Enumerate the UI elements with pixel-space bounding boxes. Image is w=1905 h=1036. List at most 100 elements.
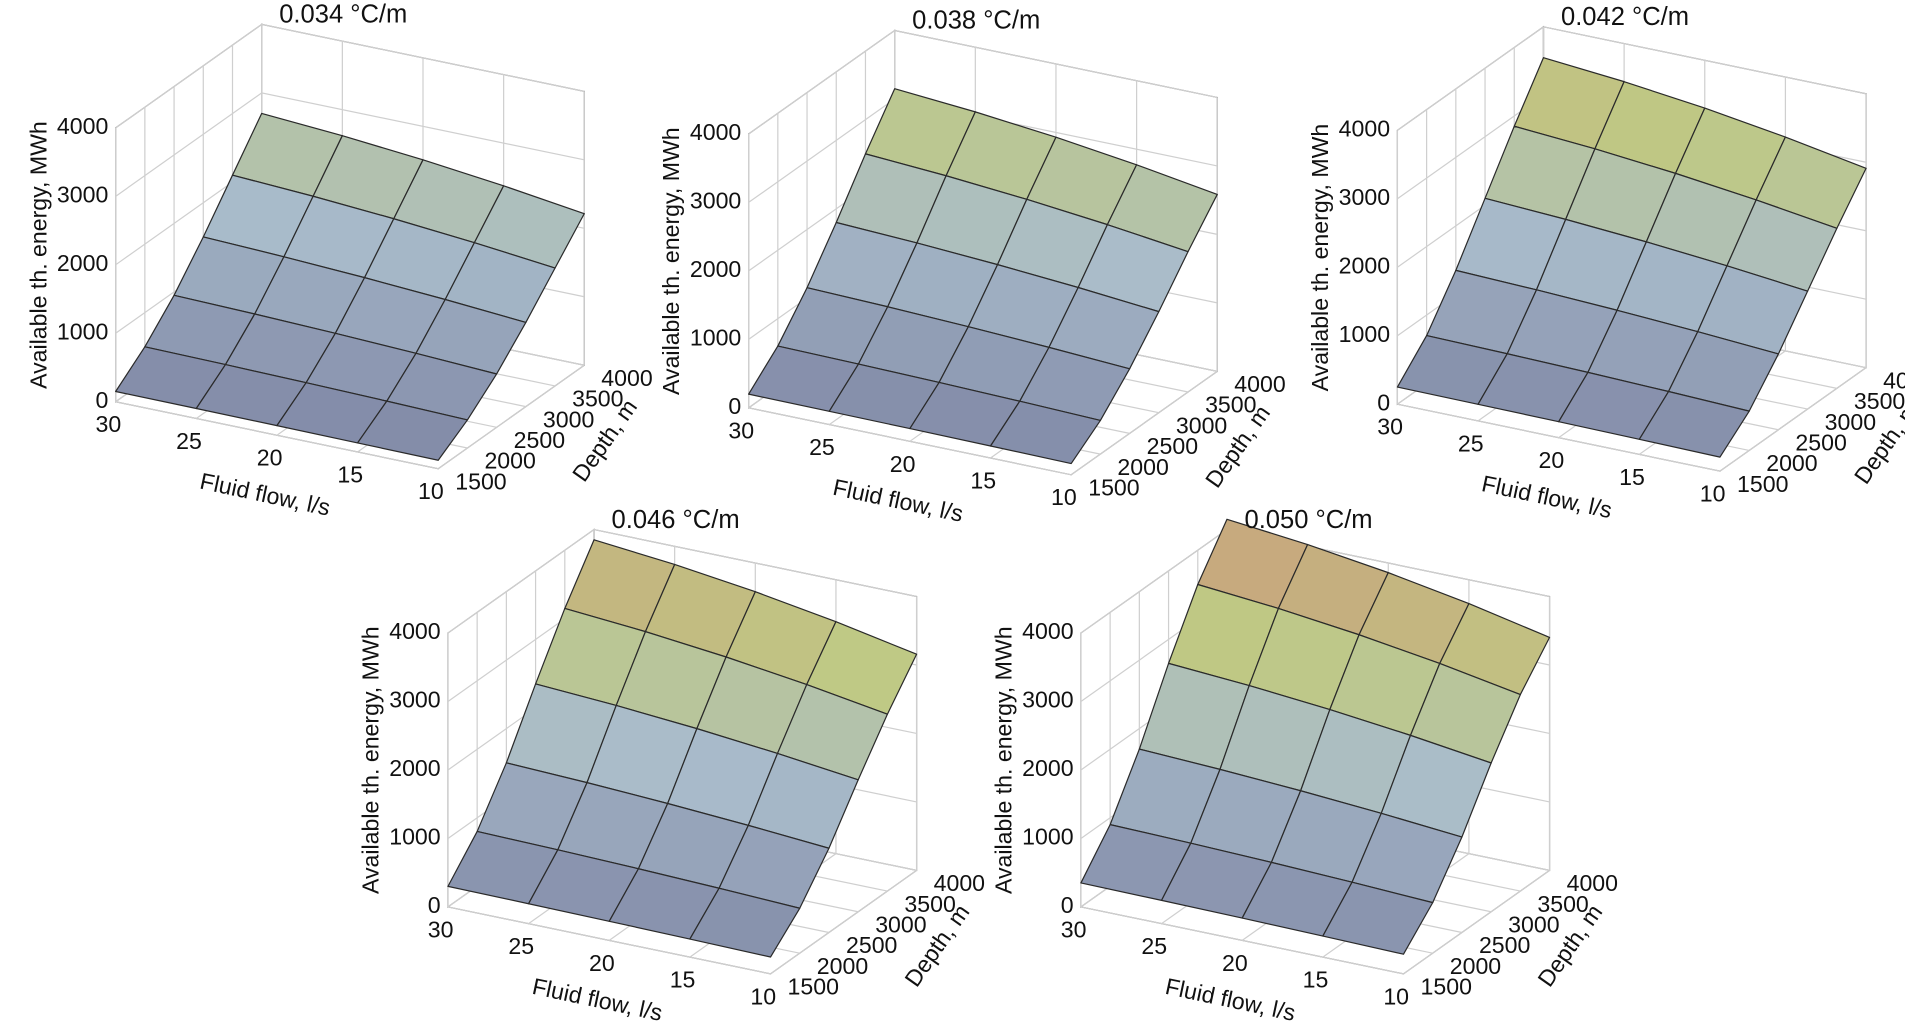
x-axis-label: Fluid flow, l/s	[831, 474, 966, 527]
y-tick-label: 4000	[934, 870, 985, 896]
surface-chart: 0100020003000400010152025301500200025003…	[658, 7, 1285, 527]
z-tick-label: 2000	[389, 755, 440, 781]
z-tick-label: 4000	[1022, 618, 1073, 644]
y-tick-label: 3000	[1176, 412, 1227, 438]
x-tick-label: 15	[1303, 967, 1329, 993]
z-tick-label: 0	[1377, 389, 1390, 415]
chart-title: 0.046 °C/m	[612, 506, 740, 534]
y-tick-label: 2000	[1117, 454, 1168, 480]
y-tick-label: 3500	[1205, 392, 1256, 418]
z-tick-label: 0	[428, 892, 441, 918]
grid-line	[1080, 633, 1404, 975]
z-axis-label: Available th. energy, MWh	[1307, 124, 1333, 392]
y-tick-label: 3500	[1537, 891, 1588, 917]
z-tick-label: 3000	[57, 181, 108, 207]
x-tick-label: 25	[508, 933, 534, 959]
y-tick-label: 4000	[1883, 367, 1905, 393]
z-tick-label: 0	[1061, 892, 1074, 918]
y-tick-label: 1500	[788, 974, 839, 1000]
x-tick-label: 30	[728, 417, 754, 443]
z-tick-label: 1000	[690, 324, 741, 350]
z-axis-label: Available th. energy, MWh	[991, 626, 1017, 894]
y-tick-label: 4000	[601, 365, 652, 391]
z-tick-label: 4000	[57, 113, 108, 139]
grid-line	[115, 127, 439, 470]
y-tick-label: 1500	[455, 468, 506, 494]
z-tick-label: 3000	[690, 188, 741, 214]
chart-title: 0.050 °C/m	[1245, 506, 1373, 534]
x-tick-label: 15	[970, 468, 996, 494]
y-tick-label: 4000	[1234, 371, 1285, 397]
grid-line	[115, 23, 585, 129]
surface-chart: 0100020003000400010152025301500200025003…	[358, 506, 985, 1026]
y-tick-label: 1500	[1088, 475, 1139, 501]
x-tick-label: 20	[589, 950, 615, 976]
z-tick-label: 0	[728, 393, 741, 419]
x-tick-label: 25	[1141, 933, 1167, 959]
y-tick-label: 4000	[1567, 870, 1618, 896]
surface-cell	[356, 400, 469, 461]
surface-cell	[1322, 881, 1434, 955]
x-tick-label: 20	[1222, 950, 1248, 976]
z-tick-label: 3000	[1022, 687, 1073, 713]
z-tick-label: 1000	[1022, 824, 1073, 850]
surface-cell	[689, 887, 801, 958]
y-tick-label: 3000	[875, 911, 926, 937]
chart-title: 0.034 °C/m	[279, 1, 407, 29]
z-axis-label: Available th. energy, MWh	[358, 626, 384, 894]
x-axis-label: Fluid flow, l/s	[530, 973, 665, 1026]
z-tick-label: 4000	[389, 618, 440, 644]
grid-line	[1396, 130, 1721, 472]
y-tick-label: 3500	[1854, 388, 1905, 414]
y-tick-label: 2500	[1795, 429, 1846, 455]
x-tick-label: 15	[1619, 464, 1645, 490]
z-tick-label: 2000	[1022, 755, 1073, 781]
z-tick-label: 1000	[389, 824, 440, 850]
y-tick-label: 2500	[514, 427, 565, 453]
z-tick-label: 1000	[1339, 321, 1390, 347]
grid-line	[447, 633, 771, 975]
y-tick-label: 2000	[817, 953, 868, 979]
x-tick-label: 30	[1061, 916, 1087, 942]
surface-chart: 0100020003000400010152025301500200025003…	[991, 506, 1618, 1026]
y-tick-label: 2000	[1450, 953, 1501, 979]
x-tick-label: 10	[418, 478, 444, 504]
x-tick-label: 30	[1377, 414, 1403, 440]
x-tick-label: 10	[1700, 481, 1726, 507]
x-tick-label: 15	[337, 461, 363, 487]
chart-title: 0.042 °C/m	[1561, 3, 1689, 31]
y-tick-label: 3500	[904, 891, 955, 917]
x-tick-label: 20	[890, 451, 916, 477]
grid-line	[748, 133, 1072, 476]
x-axis-label: Fluid flow, l/s	[198, 468, 333, 521]
x-tick-label: 10	[1051, 484, 1077, 510]
x-tick-label: 25	[809, 434, 835, 460]
y-tick-label: 2500	[846, 932, 897, 958]
y-tick-label: 3000	[1508, 911, 1559, 937]
surface-cell	[1638, 390, 1750, 458]
x-tick-label: 15	[670, 967, 696, 993]
z-axis-label: Available th. energy, MWh	[25, 121, 51, 389]
y-tick-label: 2500	[1479, 932, 1530, 958]
x-tick-label: 10	[750, 983, 776, 1009]
x-tick-label: 20	[1539, 447, 1565, 473]
z-tick-label: 2000	[1339, 252, 1390, 278]
y-tick-label: 1500	[1421, 974, 1472, 1000]
x-tick-label: 30	[428, 916, 454, 942]
y-tick-label: 3500	[572, 386, 623, 412]
x-tick-label: 30	[95, 411, 121, 437]
z-tick-label: 2000	[57, 250, 108, 276]
x-axis-label: Fluid flow, l/s	[1163, 973, 1298, 1026]
z-tick-label: 3000	[1339, 184, 1390, 210]
y-tick-label: 2000	[484, 448, 535, 474]
z-tick-label: 3000	[389, 687, 440, 713]
grid-line	[1070, 97, 1218, 476]
x-tick-label: 25	[176, 428, 202, 454]
x-tick-label: 25	[1458, 430, 1484, 456]
y-tick-label: 3000	[1825, 409, 1876, 435]
surface-cell	[989, 400, 1102, 465]
y-tick-label: 2500	[1147, 433, 1198, 459]
chart-title: 0.038 °C/m	[912, 7, 1040, 35]
